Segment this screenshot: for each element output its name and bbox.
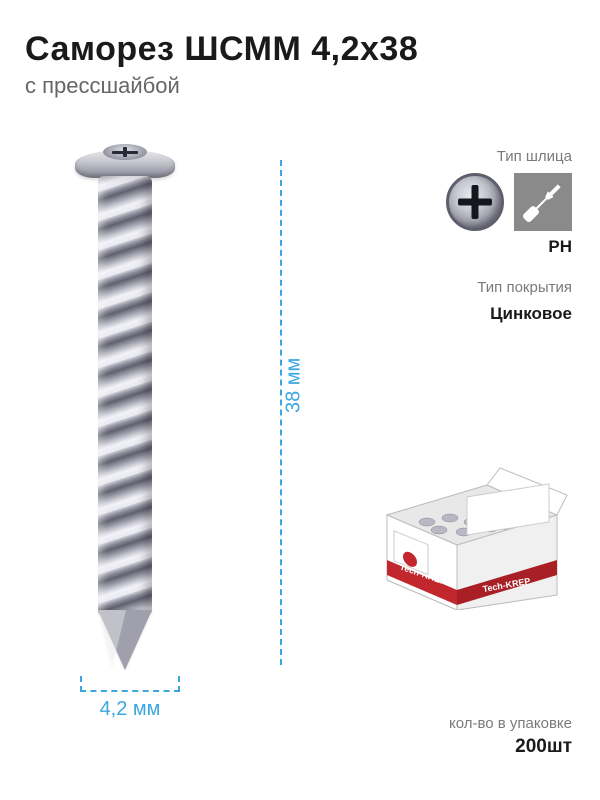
dimension-diameter-label: 4,2 мм (80, 698, 180, 721)
dimension-length-label: 38 мм (283, 357, 306, 412)
screw-drawing (75, 150, 175, 670)
screw-head-top-icon (446, 173, 504, 231)
dimension-diameter: 4,2 мм (80, 690, 180, 721)
screw-phillips-cross (112, 147, 138, 157)
product-subtitle: с прессшайбой (25, 73, 575, 99)
product-illustration (55, 150, 195, 730)
spec-coating-value: Цинковое (372, 304, 572, 324)
screw-shaft (98, 176, 152, 616)
product-header: Саморез ШСММ 4,2х38 с прессшайбой (25, 30, 575, 99)
screw-head (75, 150, 175, 178)
product-title: Саморез ШСММ 4,2х38 (25, 30, 575, 69)
spec-slot-type: Тип шлица PH (372, 148, 572, 257)
spec-quantity-value: 200шт (449, 736, 572, 758)
package-box-image: Tech-KREP Tech-KREP (372, 460, 572, 610)
screw-tip (98, 610, 152, 670)
spec-slot-type-icons (372, 173, 572, 231)
spec-coating-label: Тип покрытия (372, 279, 572, 296)
spec-coating: Тип покрытия Цинковое (372, 279, 572, 324)
spec-quantity: кол-во в упаковке 200шт (449, 715, 572, 758)
spec-slot-type-label: Тип шлица (372, 148, 572, 165)
screwdriver-icon (514, 173, 572, 231)
dimension-diameter-line (80, 690, 180, 692)
specs-panel: Тип шлица PH Тип покрытия Цинковое (372, 148, 572, 346)
spec-quantity-label: кол-во в упаковке (449, 715, 572, 732)
spec-slot-type-value: PH (372, 237, 572, 257)
